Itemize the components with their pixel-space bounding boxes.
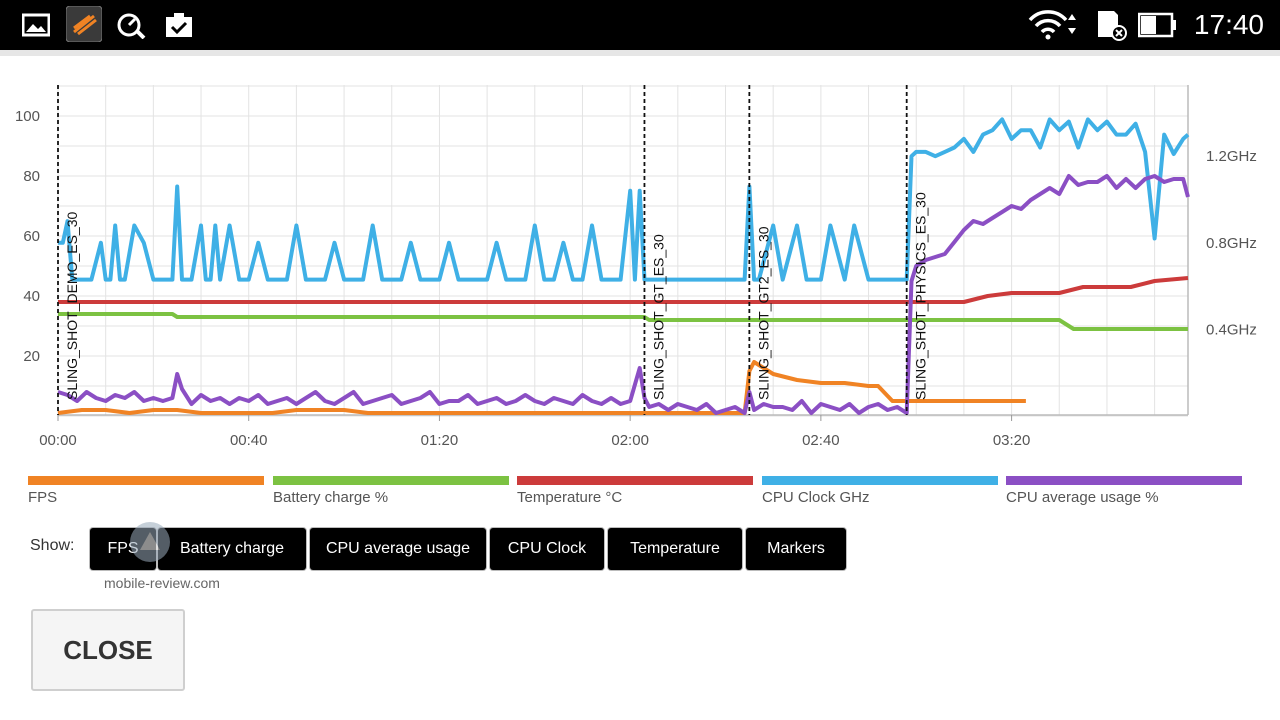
gallery-icon — [22, 10, 50, 40]
watermark-logo-icon — [128, 520, 172, 569]
series-line-battery-charge — [58, 312, 1188, 331]
toggle-markers-button[interactable]: Markers — [746, 528, 846, 570]
legend-label: CPU average usage % — [1006, 489, 1159, 506]
legend-label: Battery charge % — [273, 489, 389, 506]
left-axis-tick-label: 40 — [23, 288, 40, 305]
left-axis-tick-label: 20 — [23, 348, 40, 365]
x-axis-tick-label: 01:20 — [421, 432, 459, 449]
legend-swatch — [273, 476, 509, 485]
legend-item: CPU average usage % — [1006, 476, 1242, 516]
legend-swatch — [1006, 476, 1242, 485]
legend-swatch — [762, 476, 998, 485]
close-button[interactable]: CLOSE — [31, 609, 185, 691]
monitoring-chart: 20 40 60 80 100 0.4GHz 0.8GHz 1.2GHz 00:00 00:40 0… — [15, 85, 1257, 449]
legend-item: Temperature °C — [517, 476, 753, 516]
show-label: Show: — [30, 537, 75, 554]
legend-swatch — [517, 476, 753, 485]
legend-swatch — [28, 476, 264, 485]
results-panel — [0, 50, 1280, 720]
toggle-temperature-label: Temperature — [630, 540, 720, 557]
left-axis-tick-label: 80 — [23, 168, 40, 185]
left-axis-tick-label: 60 — [23, 228, 40, 245]
toggle-temperature-button[interactable]: Temperature — [608, 528, 742, 570]
toggle-battery-charge-button[interactable]: Battery charge — [158, 528, 306, 570]
left-axis-tick-label: 100 — [15, 108, 40, 125]
series-line-cpu-average-usage — [57, 174, 1190, 415]
toggle-markers-label: Markers — [767, 540, 825, 557]
clock-time: 17:40 — [1193, 9, 1264, 40]
speed-test-icon — [116, 10, 146, 40]
right-axis-tick-label: 0.4GHz — [1206, 321, 1257, 338]
marker-label: SLING_SHOT_DEMO_ES_30 — [64, 211, 80, 400]
series-line-cpu-clock-ghz — [58, 117, 1190, 282]
toggle-cpu-clock-button[interactable]: CPU Clock — [490, 528, 604, 570]
x-axis-tick-label: 03:20 — [993, 432, 1031, 449]
x-axis-tick-label: 00:40 — [230, 432, 268, 449]
toggle-cpu-average-usage-label: CPU average usage — [325, 540, 471, 557]
legend-label: FPS — [28, 489, 58, 506]
sd-card-icon — [1094, 10, 1128, 41]
x-axis-tick-label: 00:00 — [39, 432, 77, 449]
battery-icon — [1138, 10, 1178, 40]
wifi-icon — [1026, 10, 1082, 40]
series-line-temperature-c — [58, 276, 1189, 304]
legend-item: CPU Clock GHz — [762, 476, 998, 516]
legend-label: Temperature °C — [517, 489, 623, 506]
x-axis-tick-label: 02:00 — [611, 432, 649, 449]
toggle-cpu-average-usage-button[interactable]: CPU average usage — [310, 528, 486, 570]
watermark-text: mobile-review.com — [104, 575, 220, 591]
benchmark-app-icon — [66, 6, 102, 42]
toggle-cpu-clock-label: CPU Clock — [507, 540, 587, 557]
clipboard-check-icon — [164, 10, 194, 40]
right-axis-tick-label: 0.8GHz — [1206, 235, 1257, 252]
right-axis-tick-label: 1.2GHz — [1206, 148, 1257, 165]
legend-item: FPS — [28, 476, 264, 516]
marker-label: SLING_SHOT_GT2_ES_30 — [755, 226, 771, 400]
marker-label: SLING_SHOT_PHYSICS_ES_30 — [913, 192, 929, 400]
close-button-label: CLOSE — [63, 634, 153, 665]
toggle-battery-charge-label: Battery charge — [179, 540, 285, 557]
series-line-fps — [57, 360, 1026, 415]
status-bar: 17:40 — [0, 0, 1280, 50]
x-axis-tick-label: 02:40 — [802, 432, 840, 449]
legend-label: CPU Clock GHz — [762, 489, 870, 506]
legend-item: Battery charge % — [273, 476, 509, 516]
marker-label: SLING_SHOT_GT_ES_30 — [650, 234, 666, 400]
